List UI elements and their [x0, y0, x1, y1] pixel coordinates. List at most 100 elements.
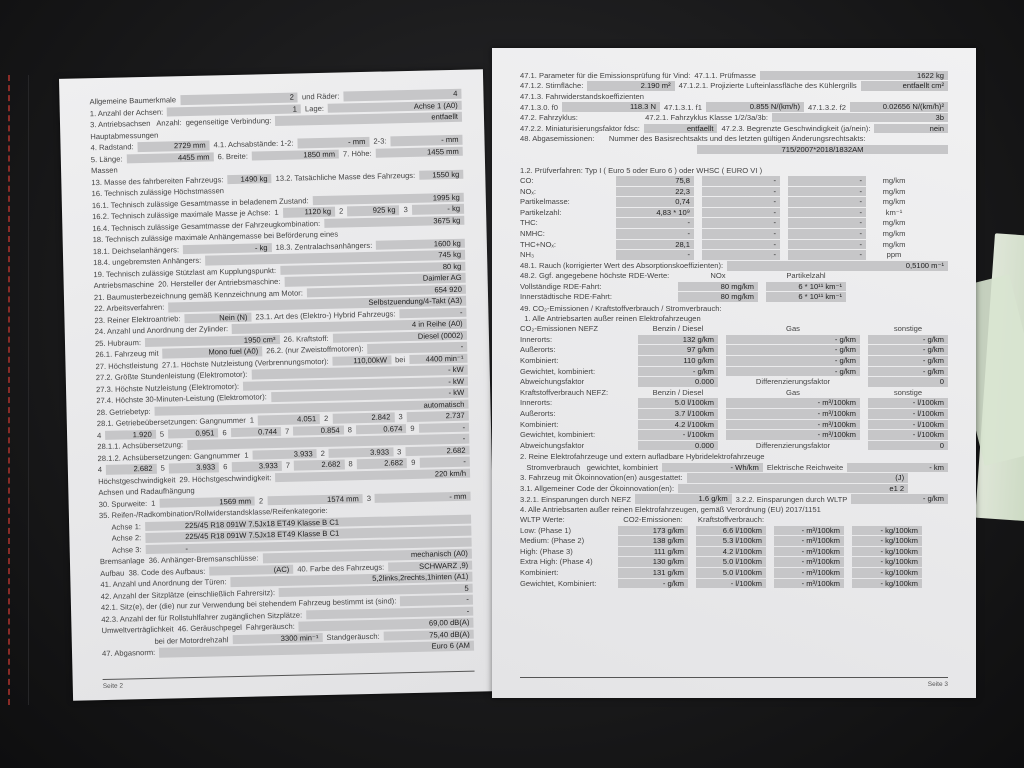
field-value: (J) — [686, 473, 909, 483]
field-label: Achse 3: — [99, 544, 142, 555]
form-row — [520, 155, 948, 166]
row-label: THC: — [520, 218, 538, 228]
field-label: 27. Höchstleistung — [95, 360, 159, 371]
cell-value: 6.6 l/100km — [696, 525, 766, 536]
cell-value: - — [702, 228, 780, 239]
cell-value: - g/km — [868, 366, 948, 377]
field-label: Achsen und Radaufhängung — [98, 486, 195, 498]
cell-value: - m³/100km — [726, 419, 860, 430]
row-label: Kombiniert: — [520, 567, 559, 577]
row-label: Low: (Phase 1) — [520, 525, 572, 535]
row-label: Außerorts: — [520, 409, 556, 418]
field-value: 0.951 — [167, 427, 219, 439]
field-value: 3.933 — [328, 446, 394, 458]
cell-value: - m³/100km — [774, 546, 844, 557]
field-value: 4.051 — [257, 414, 321, 425]
cell-value: - g/km — [726, 356, 860, 366]
cell-value: 111 g/km — [618, 546, 688, 557]
cell-label: mg/km — [882, 197, 906, 207]
field-value: entfaellt cm² — [860, 81, 948, 91]
field-label: 48. Abgasemissionen: — [520, 134, 595, 144]
field-label: 29. Höchstgeschwindigkeit: — [179, 472, 272, 485]
cell-value: - m³/100km — [774, 536, 844, 546]
cell-label: Differenzierungsfaktor — [755, 377, 831, 387]
page-2-content: Allgemeine Baumerkmale 2 und Räder: 4 1. Anz… — [89, 88, 475, 660]
field-label: 47.1.3. Fahrwiderstandskoeffizienten — [520, 91, 644, 101]
form-row: 4. Alle Antriebsarten außer reinen Elekt… — [520, 504, 948, 515]
cell-value: 5.0 l/100km — [696, 557, 766, 567]
column-header: Benzin / Diesel — [652, 387, 704, 397]
cell-value: 6 * 10¹¹ km⁻¹ — [766, 292, 846, 303]
cell-value: - l/100km — [868, 430, 948, 440]
field-label: Bremsanlage — [99, 556, 145, 567]
cell-value: - m³/100km — [726, 398, 860, 408]
form-row: 47.1.3.0. f0 118.3 N 47.1.3.1. f1 0.855 N/(… — [520, 102, 948, 113]
field-label: 28.1.1. Achsübersetzung: — [97, 440, 184, 452]
row-label: Kombiniert: — [520, 356, 559, 366]
cell-label: mg/km — [882, 175, 906, 185]
column-header — [852, 515, 922, 525]
form-row: Stromverbrauch gewichtet, kombiniert - Wh… — [520, 462, 948, 473]
column-header: Partikelzahl — [786, 271, 826, 281]
field-value: 0.02656 N/(km/h)² — [850, 102, 948, 112]
column-header: Gas — [786, 387, 800, 397]
cell-value: - g/km — [868, 356, 948, 366]
field-label: 47.1. Parameter für die Emissionsprüfung… — [520, 70, 691, 80]
form-row: 47.2. Fahrzyklus: 47.2.1. Fahrzyklus Kla… — [520, 112, 948, 123]
cell-value: - l/100km — [868, 398, 948, 408]
field-label: 3 — [398, 412, 403, 422]
field-label: 18.1. Deichselanhängers: — [92, 244, 180, 256]
cell-label: mg/km — [882, 218, 906, 228]
row-label: Innerstädtische RDE-Fahrt: — [520, 292, 613, 302]
field-label: 26.2. (nur Zweistoffmotoren): — [266, 344, 364, 356]
row-label: Medium: (Phase 2) — [520, 536, 585, 546]
field-value: 4455 mm — [126, 151, 214, 164]
field-value: Nein (N) — [184, 312, 252, 324]
column-header: Kraftstoffverbrauch NEFZ: — [520, 387, 609, 397]
cell-value: - — [702, 250, 780, 260]
field-label: 23. Reiner Elektroantrieb: — [94, 313, 181, 325]
field-label: 48.1. Rauch (korrigierter Wert des Absor… — [520, 261, 724, 271]
field-label: 28. Getriebetyp: — [96, 406, 151, 417]
cell-value: - l/100km — [696, 578, 766, 589]
field-label: 47.1.3.2. f2 — [808, 102, 846, 112]
cell-value: - — [616, 228, 694, 239]
field-value: (AC) — [209, 564, 294, 576]
row-label: Innerorts: — [520, 398, 553, 408]
cell-value: - kg/100km — [852, 546, 922, 557]
row-label: NOₓ: — [520, 186, 536, 196]
column-header: Benzin / Diesel — [652, 324, 704, 334]
row-label: Innerorts: — [520, 334, 553, 344]
column-header — [774, 515, 844, 525]
column-header: sonstige — [893, 324, 923, 334]
cell-value: 80 mg/km — [678, 281, 758, 292]
field-label: 7 — [284, 426, 290, 436]
cell-value: 80 mg/km — [678, 292, 758, 303]
column-header: sonstige — [893, 387, 923, 397]
field-label: 26.1. Fahrzeug mit — [95, 348, 159, 360]
field-label: 47.2. Fahrzyklus: — [520, 113, 578, 123]
cell-value: - kg/100km — [852, 557, 922, 567]
field-label: 22. Arbeitsverfahren: — [94, 302, 165, 314]
cell-value: 4,83 * 10⁹ — [616, 207, 694, 218]
field-label: 2 — [338, 206, 344, 216]
form-row: 2. Reine Elektrofahrzeuge und extern auf… — [520, 451, 948, 462]
field-value: 3.933 — [231, 460, 282, 472]
field-value: 1120 kg — [282, 206, 336, 218]
row-label: Partikelzahl: — [520, 207, 562, 217]
row-label: Kombiniert: — [520, 419, 559, 429]
field-label: 9 — [410, 423, 415, 433]
field-label: 5 — [159, 429, 165, 439]
form-row: 715/2007*2018/1832AM — [520, 144, 948, 155]
field-value: 2.842 — [332, 412, 395, 424]
form-row: 48. Abgasemissionen: Nummer des Basisrec… — [520, 134, 948, 145]
field-label: Antriebsmaschine — [93, 280, 155, 291]
field-label: 7. Höhe: — [342, 148, 372, 159]
cell-value: 0.000 — [638, 440, 718, 451]
cell-value: - — [788, 228, 866, 239]
row-label: Abweichungsfaktor — [520, 440, 585, 450]
form-row: 1. Alle Antriebsarten außer reinen Elekt… — [520, 314, 948, 325]
field-label: 9 — [411, 458, 416, 468]
field-label: 47.2.3. Begrenzte Geschwindigkeit (ja/ne… — [721, 123, 871, 133]
cell-value: - g/km — [726, 366, 860, 377]
